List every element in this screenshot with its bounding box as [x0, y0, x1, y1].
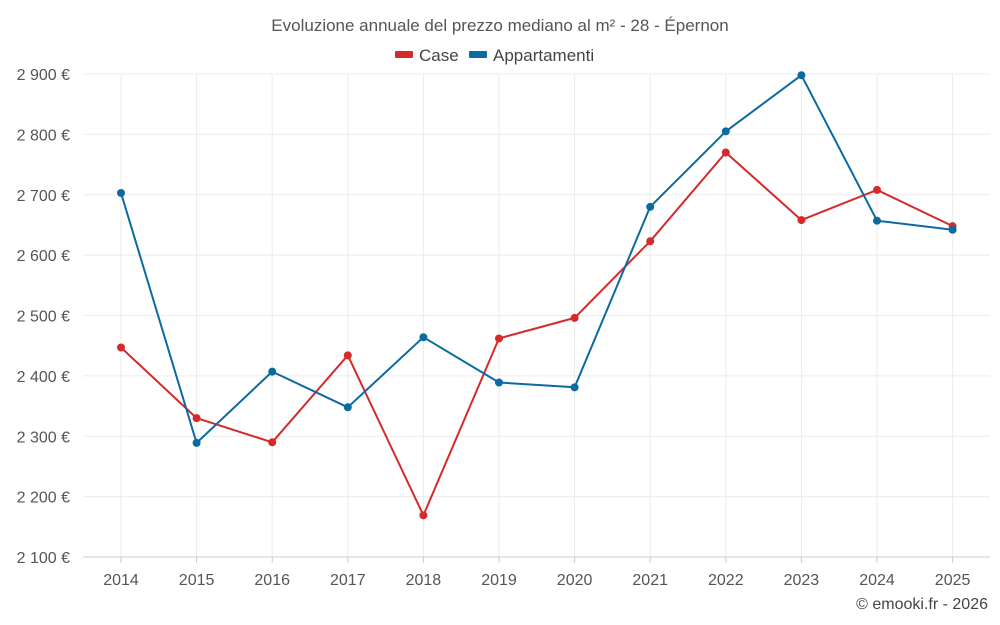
data-point-appartamenti [268, 367, 277, 376]
y-tick-label: 2 900 € [17, 67, 70, 84]
series-appartamenti [117, 71, 957, 447]
data-point-case [873, 185, 881, 194]
data-point-appartamenti [948, 225, 957, 234]
data-point-appartamenti [192, 438, 201, 447]
y-tick-label: 2 800 € [17, 127, 70, 144]
data-point-case [495, 334, 503, 343]
legend-item-appartamenti[interactable]: Appartamenti [469, 46, 594, 65]
x-tick-label: 2016 [254, 572, 290, 589]
y-tick-label: 2 700 € [17, 188, 70, 205]
x-tick-label: 2019 [481, 572, 517, 589]
x-tick-label: 2025 [935, 572, 971, 589]
data-point-case [192, 414, 201, 423]
legend-swatch-case [395, 51, 413, 58]
y-tick-label: 2 100 € [17, 550, 70, 567]
data-point-case [268, 438, 277, 447]
data-point-appartamenti [570, 383, 579, 392]
data-point-case [797, 216, 806, 225]
data-point-appartamenti [343, 403, 352, 412]
x-tick-label: 2023 [784, 572, 820, 589]
data-point-appartamenti [495, 378, 503, 387]
x-tick-label: 2022 [708, 572, 744, 589]
data-point-appartamenti [419, 333, 428, 342]
legend-label-case: Case [419, 46, 459, 65]
data-point-appartamenti [117, 188, 125, 197]
data-point-case [721, 148, 730, 157]
x-tick-label: 2015 [179, 572, 215, 589]
y-tick-label: 2 500 € [17, 309, 70, 326]
y-tick-label: 2 300 € [17, 429, 70, 446]
y-tick-label: 2 200 € [17, 490, 70, 507]
y-tick-label: 2 600 € [17, 248, 70, 265]
data-point-case [646, 237, 655, 246]
credit-text: © emooki.fr - 2026 [856, 596, 988, 613]
legend-item-case[interactable]: Case [395, 46, 459, 65]
x-tick-label: 2018 [406, 572, 442, 589]
y-tick-label: 2 400 € [17, 369, 70, 386]
y-axis-ticks: 2 100 € 2 200 € 2 300 € 2 400 € 2 500 € 2 600… [17, 67, 70, 567]
series-line-case [120, 151, 954, 517]
gridlines [83, 73, 990, 557]
x-tick-label: 2020 [557, 572, 593, 589]
data-point-appartamenti [873, 216, 881, 225]
data-point-case [117, 343, 125, 352]
series-layer [117, 71, 957, 520]
x-tick-label: 2024 [859, 572, 895, 589]
series-case [117, 148, 957, 520]
chart-title: Evoluzione annuale del prezzo mediano al… [271, 16, 728, 35]
data-point-case [570, 313, 579, 322]
data-point-case [343, 351, 352, 360]
data-point-case [419, 511, 428, 520]
x-tick-label: 2021 [632, 572, 668, 589]
data-point-appartamenti [721, 127, 730, 136]
x-axis-ticks: 2014 2015 2016 2017 2018 2019 2020 2021 2022 2023… [103, 557, 970, 589]
series-line-appartamenti [120, 74, 953, 444]
legend: Case Appartamenti [395, 46, 594, 65]
data-point-appartamenti [797, 71, 806, 80]
x-tick-label: 2017 [330, 572, 366, 589]
legend-label-appartamenti: Appartamenti [493, 46, 594, 65]
x-tick-label: 2014 [103, 572, 139, 589]
data-point-appartamenti [646, 202, 655, 211]
legend-swatch-appartamenti [469, 51, 487, 58]
